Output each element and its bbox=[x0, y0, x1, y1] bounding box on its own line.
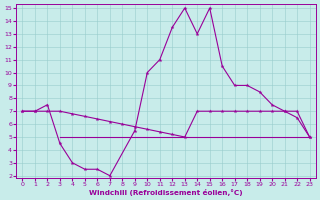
X-axis label: Windchill (Refroidissement éolien,°C): Windchill (Refroidissement éolien,°C) bbox=[89, 189, 243, 196]
